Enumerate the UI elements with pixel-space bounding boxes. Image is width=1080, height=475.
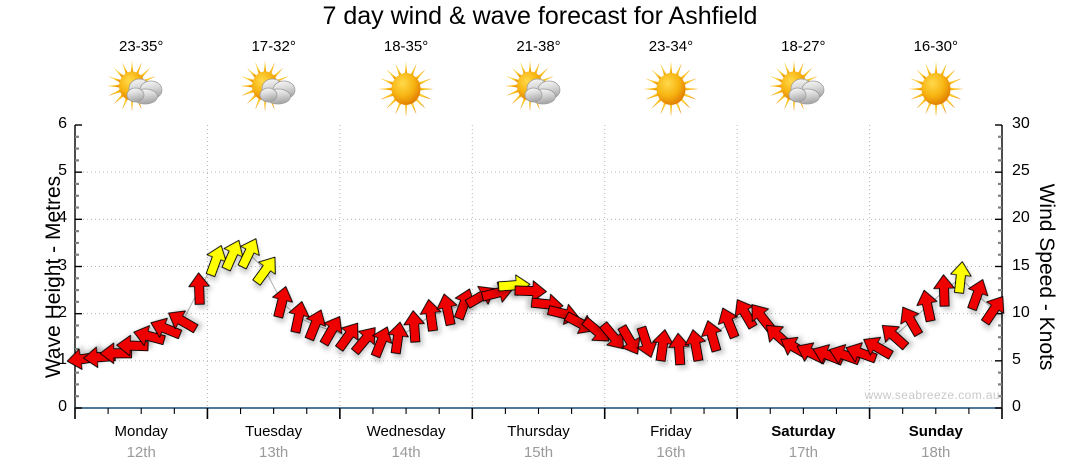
- day-header-tuesday: 17-32°: [208, 38, 340, 118]
- wind-arrow: [252, 256, 276, 286]
- wind-arrow: [967, 279, 989, 312]
- day-date-label: 18th: [921, 444, 951, 461]
- day-name-label: Sunday: [908, 423, 963, 440]
- day-date-label: 12th: [126, 444, 156, 461]
- wind-arrow: [916, 289, 938, 323]
- wind-arrow: [288, 301, 310, 334]
- day-date-label: 17th: [788, 444, 818, 461]
- wind-arrow: [863, 336, 894, 360]
- left-tick-label: 6: [58, 115, 67, 132]
- wind-arrow: [237, 238, 260, 270]
- sunny-icon: [605, 60, 737, 118]
- x-axis-day-saturday: Saturday 17th: [737, 422, 869, 463]
- wind-arrow: [304, 309, 327, 342]
- left-tick-label: 2: [58, 303, 67, 321]
- right-tick-label: 25: [1012, 162, 1030, 180]
- wind-arrow: [150, 317, 183, 340]
- day-date-label: 16th: [656, 444, 686, 461]
- wind-arrow: [99, 342, 133, 365]
- wind-arrow: [272, 286, 293, 319]
- day-name-label: Friday: [650, 423, 692, 440]
- day-name-label: Thursday: [507, 423, 570, 440]
- wind-arrow-group: [66, 238, 1005, 370]
- left-tick-label: 3: [58, 256, 67, 274]
- day-header-sunday: 16-30°: [870, 38, 1002, 118]
- wind-arrow: [717, 307, 740, 340]
- wind-arrow: [387, 321, 409, 355]
- day-name-label: Saturday: [771, 423, 836, 440]
- day-temperature-range: 21-38°: [516, 38, 561, 55]
- left-tick-label: 1: [58, 350, 67, 368]
- sunny-icon: [870, 60, 1002, 118]
- wind-arrow: [116, 334, 149, 357]
- x-axis-day-monday: Monday 12th: [75, 422, 207, 463]
- wind-arrow: [701, 320, 722, 353]
- left-tick-label: 5: [58, 162, 67, 180]
- wind-arrow: [370, 326, 393, 359]
- x-axis-day-wednesday: Wednesday 14th: [340, 422, 472, 463]
- day-temperature-range: 23-34°: [648, 38, 694, 55]
- right-tick-label: 15: [1012, 256, 1030, 274]
- wind-arrow: [133, 325, 166, 346]
- wind-arrow: [403, 310, 425, 343]
- day-date-label: 14th: [391, 444, 421, 461]
- wind-arrow: [684, 329, 706, 362]
- x-axis-day-thursday: Thursday 15th: [473, 422, 605, 463]
- day-date-label: 15th: [523, 444, 554, 461]
- right-tick-label: 20: [1012, 209, 1030, 227]
- partly-cloudy-icon: [75, 60, 207, 118]
- right-tick-label: 5: [1012, 350, 1021, 368]
- x-axis-day-friday: Friday 16th: [605, 422, 737, 463]
- wind-arrow: [168, 310, 199, 334]
- right-tick-label: 0: [1012, 398, 1021, 415]
- wind-arrow: [950, 261, 972, 294]
- wind-arrow: [617, 324, 641, 355]
- chart-title: 7 day wind & wave forecast for Ashfield: [322, 2, 758, 30]
- wind-arrow: [933, 274, 955, 307]
- day-temperature-range: 23-35°: [119, 38, 164, 55]
- day-header-monday: 23-35°: [75, 38, 207, 118]
- wind-arrow: [900, 306, 923, 338]
- wind-arrow: [319, 316, 343, 347]
- left-tick-label: 0: [58, 398, 67, 415]
- right-tick-label: 10: [1012, 303, 1030, 321]
- day-name-label: Wednesday: [366, 423, 446, 440]
- sunny-icon: [340, 60, 472, 118]
- wind-arrow: [828, 344, 861, 366]
- wind-arrow: [980, 295, 1005, 326]
- wind-arrow: [668, 332, 690, 366]
- day-temperature-range: 16-30°: [913, 38, 958, 55]
- day-temperature-range: 17-32°: [251, 38, 296, 55]
- wind-arrow: [845, 342, 878, 364]
- watermark: www.seabreeze.com.au: [864, 388, 1000, 402]
- day-header-saturday: 18-27°: [737, 38, 869, 118]
- day-name-label: Tuesday: [245, 423, 303, 440]
- right-tick-label: 30: [1012, 115, 1030, 132]
- partly-cloudy-icon: [208, 60, 340, 118]
- wind-arrow: [881, 324, 910, 351]
- day-header-wednesday: 18-35°: [340, 38, 472, 118]
- day-temperature-range: 18-35°: [383, 38, 429, 55]
- wind-arrow: [188, 272, 210, 305]
- wind-arrow: [335, 322, 359, 352]
- day-header-thursday: 21-38°: [473, 38, 605, 118]
- partly-cloudy-icon: [737, 60, 869, 118]
- day-header-friday: 23-34°: [605, 38, 737, 118]
- x-axis-day-sunday: Sunday 18th: [870, 422, 1002, 463]
- day-temperature-range: 18-27°: [781, 38, 826, 55]
- left-tick-label: 4: [58, 209, 67, 227]
- day-date-label: 13th: [259, 444, 289, 461]
- day-name-label: Monday: [114, 423, 168, 440]
- wind-arrow: [419, 299, 442, 332]
- x-axis-day-tuesday: Tuesday 13th: [208, 422, 340, 463]
- partly-cloudy-icon: [473, 60, 605, 118]
- wind-arrow: [351, 327, 376, 356]
- wind-arrow: [436, 293, 458, 327]
